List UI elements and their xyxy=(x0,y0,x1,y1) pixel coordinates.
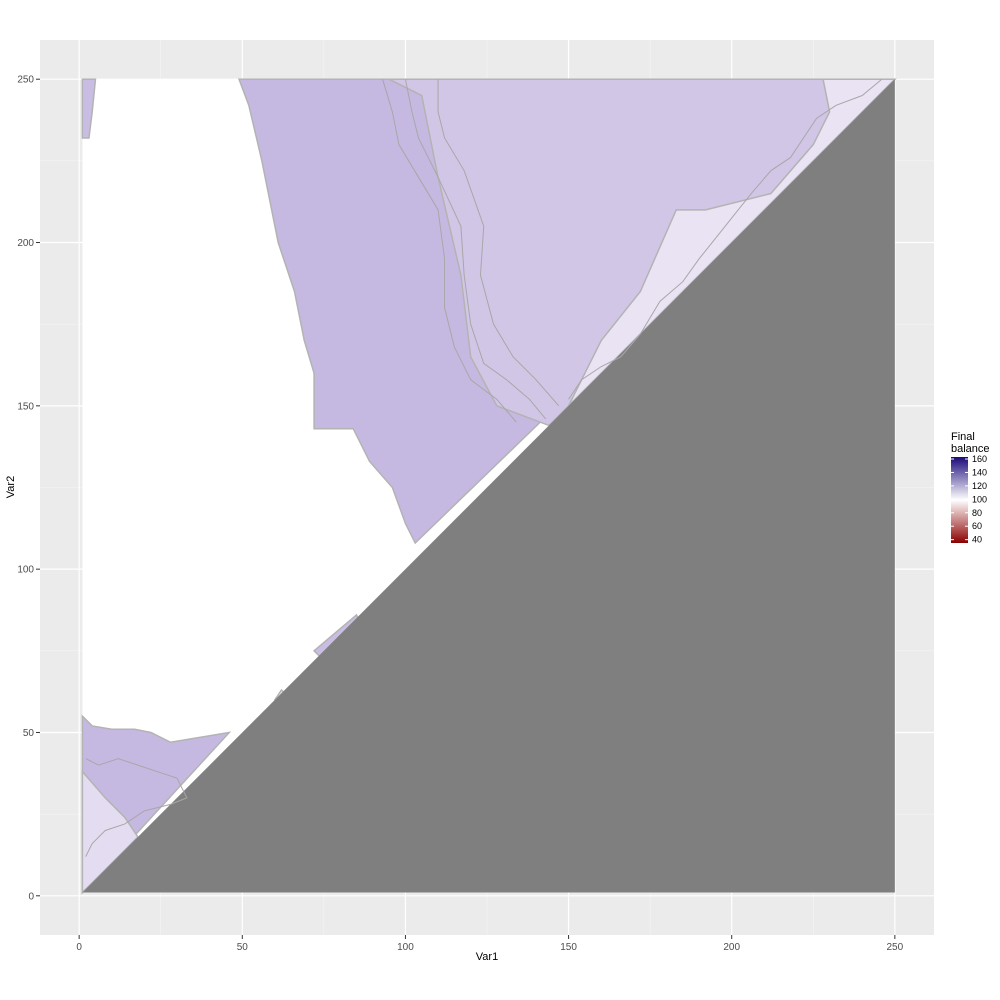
legend-tick-label: 100 xyxy=(972,494,987,504)
region-left-edge-strip xyxy=(81,78,97,139)
legend-colorbar xyxy=(951,457,968,543)
x-axis: 0 50 100 150 200 250 xyxy=(76,935,904,953)
legend-tick-label: 140 xyxy=(972,467,987,477)
x-tick-label: 150 xyxy=(560,942,577,953)
legend-ticks: 160 140 120 100 80 60 40 xyxy=(951,454,987,545)
contour-lines xyxy=(85,78,883,857)
data-layer xyxy=(81,78,897,895)
legend-tick-label: 40 xyxy=(972,535,982,545)
y-tick-label: 0 xyxy=(28,891,34,902)
contour-line-2 xyxy=(404,79,547,420)
x-tick-label: 250 xyxy=(887,942,904,953)
lower-triangle xyxy=(82,79,895,893)
y-tick-label: 200 xyxy=(17,238,34,249)
x-tick-label: 100 xyxy=(397,942,414,953)
x-tick-label: 0 xyxy=(76,942,82,953)
contour-line-3 xyxy=(437,79,560,407)
y-axis: 0 50 100 150 200 250 xyxy=(17,75,40,902)
legend-tick-label: 160 xyxy=(972,454,987,464)
legend: Final balance 160 140 120 100 80 60 40 xyxy=(951,431,990,545)
contour-line-1 xyxy=(382,79,517,423)
x-tick-label: 200 xyxy=(723,942,740,953)
legend-title-line-1: Final xyxy=(951,431,975,443)
x-axis-title: Var1 xyxy=(476,951,498,963)
region-near-diagonal-light-region xyxy=(567,78,897,407)
y-tick-label: 250 xyxy=(17,75,34,86)
legend-title-line-2: balance xyxy=(951,443,990,455)
legend-tick-label: 60 xyxy=(972,521,982,531)
legend-tick-label: 80 xyxy=(972,508,982,518)
y-axis-title: Var2 xyxy=(5,476,17,498)
y-tick-label: 150 xyxy=(17,401,34,412)
plot-panel xyxy=(40,40,934,935)
y-tick-label: 100 xyxy=(17,565,34,576)
contour-line-5 xyxy=(85,758,188,857)
x-tick-label: 50 xyxy=(237,942,249,953)
y-tick-label: 50 xyxy=(23,728,35,739)
contour-line-4 xyxy=(568,78,883,400)
legend-tick-label: 120 xyxy=(972,481,987,491)
